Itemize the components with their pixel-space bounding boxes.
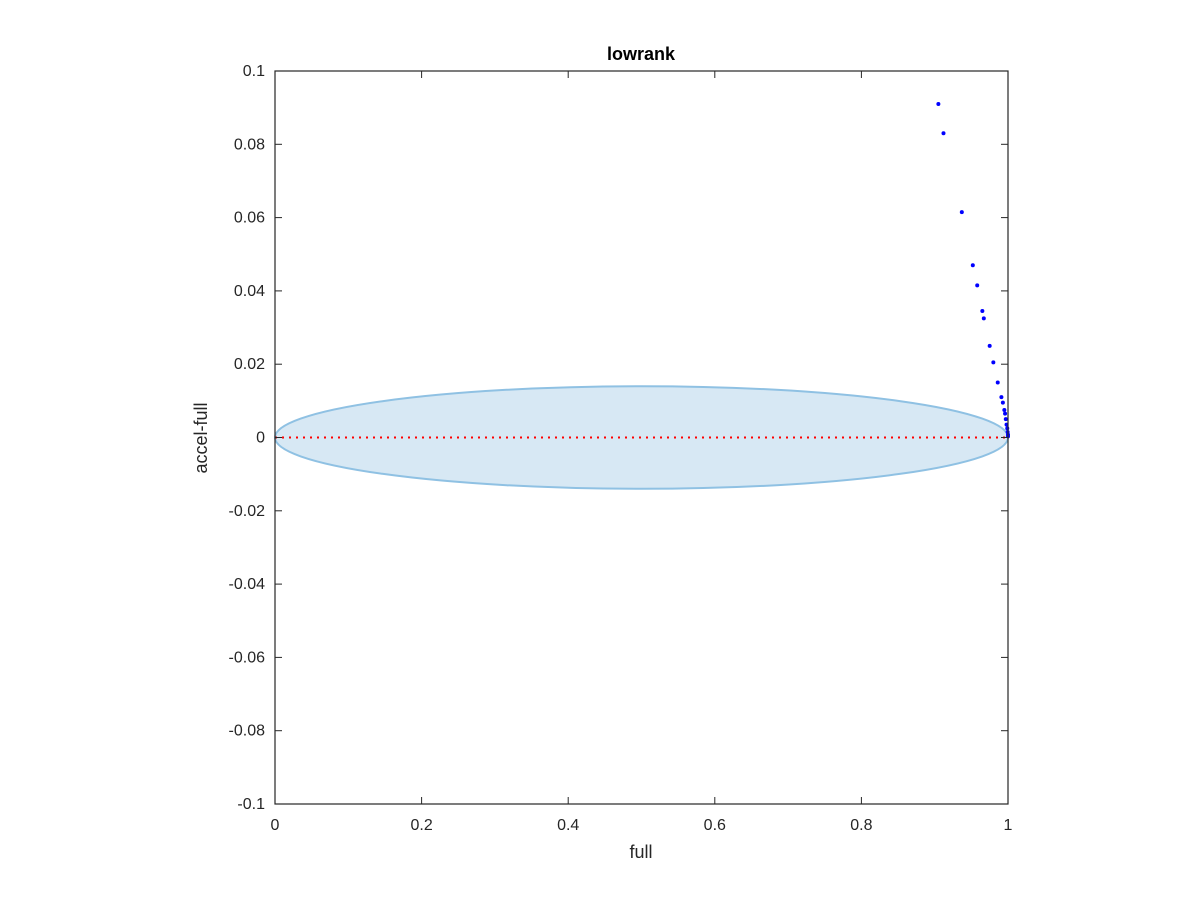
data-point [1003,411,1008,416]
y-tick-label: -0.06 [229,649,266,666]
y-tick-label: -0.1 [237,796,265,813]
data-point [980,309,985,314]
data-point [959,210,964,215]
chart-title: lowrank [607,44,676,64]
y-tick-label: 0.02 [234,356,265,373]
data-point [991,360,996,365]
x-tick-label: 0.8 [850,817,872,834]
data-point [975,283,980,288]
x-tick-label: 0.2 [410,817,432,834]
data-point [981,316,986,321]
x-axis-ticks: 0 0.2 0.4 0.6 0.8 1 [271,71,1013,834]
x-tick-label: 1 [1004,817,1013,834]
y-tick-label: 0.1 [243,63,265,80]
x-tick-label: 0.4 [557,817,579,834]
x-tick-label: 0.6 [704,817,726,834]
y-tick-label: 0.04 [234,283,265,300]
y-tick-label: -0.02 [229,503,266,520]
data-point [1005,426,1010,431]
data-points-layer [936,101,1010,439]
y-tick-label: -0.08 [229,723,266,740]
data-point [1000,400,1005,405]
x-tick-label: 0 [271,817,280,834]
data-point [936,101,941,106]
y-axis-ticks: -0.1 -0.08 -0.06 -0.04 -0.02 0 0.02 0.04 0.06 0.0… [229,63,1008,813]
x-axis-label: full [629,842,652,862]
y-axis-label: accel-full [191,402,211,473]
y-tick-label: 0.06 [234,210,265,227]
data-point [1002,408,1007,413]
data-point [970,263,975,268]
y-tick-label: 0 [256,430,265,447]
data-point [995,380,1000,385]
y-tick-label: -0.04 [229,576,266,593]
data-point [987,343,992,348]
y-tick-label: 0.08 [234,136,265,153]
data-point [1003,417,1008,422]
data-point [941,131,946,136]
data-point [999,395,1004,400]
